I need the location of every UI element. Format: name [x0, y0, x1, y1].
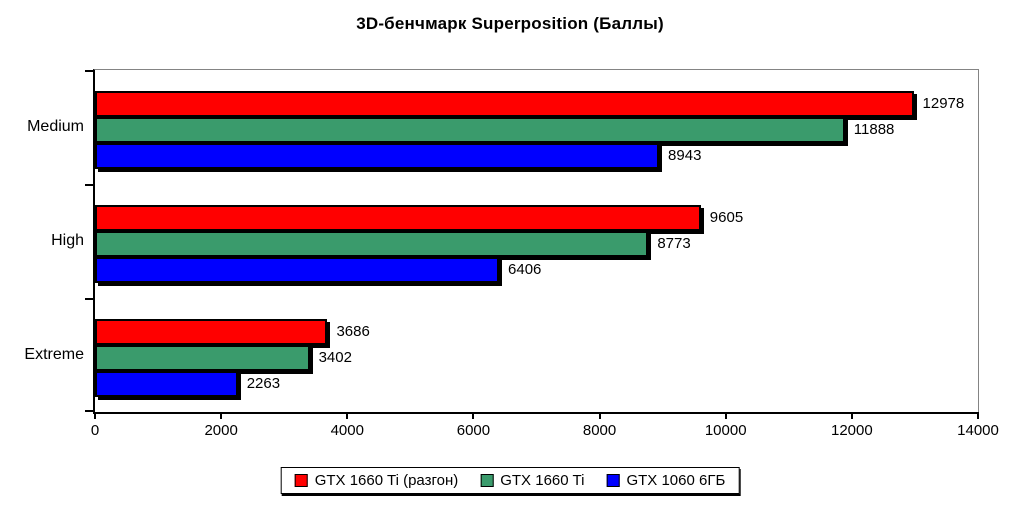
plot-area: Medium 12978 11888 8943 High 9605 8773 6406 Extr… — [24, 69, 999, 439]
data-bar — [95, 143, 660, 169]
value-label: 8773 — [657, 235, 691, 252]
data-bar — [95, 345, 310, 371]
category-label: Extreme — [24, 346, 84, 363]
x-axis-tick — [472, 412, 475, 419]
chart-title: 3D-бенчмарк Superposition (Баллы) — [356, 14, 664, 33]
x-axis-tick — [346, 412, 349, 419]
x-axis-tick — [850, 412, 853, 419]
x-axis-tick — [598, 412, 601, 419]
x-axis-label: 8000 — [582, 422, 617, 439]
value-label: 9605 — [709, 209, 744, 226]
y-axis-tick — [85, 70, 93, 72]
y-axis-tick — [85, 410, 93, 412]
data-bar — [95, 319, 328, 345]
x-axis-tick — [94, 412, 96, 419]
legend-color-swatch — [480, 474, 494, 487]
x-axis-label: 14000 — [957, 422, 999, 439]
legend-series-label: GTX 1660 Ti — [500, 472, 585, 489]
x-axis-label: 4000 — [330, 422, 364, 439]
data-bar — [95, 205, 701, 231]
value-label: 8943 — [668, 147, 702, 164]
category-label: Medium — [27, 118, 84, 135]
value-label: 3686 — [336, 323, 370, 340]
data-bar — [95, 117, 845, 143]
value-label: 6406 — [508, 261, 542, 278]
legend-series-label: GTX 1660 Ti (разгон) — [314, 472, 459, 489]
data-bar — [95, 371, 238, 397]
legend-item: GTX 1660 Ti (разгон) — [294, 472, 459, 489]
data-bar — [95, 257, 500, 283]
legend-item: GTX 1060 6ГБ — [606, 472, 725, 489]
y-axis-tick — [85, 298, 93, 300]
value-label: 3402 — [318, 349, 352, 366]
x-axis-label: 10000 — [704, 422, 747, 439]
value-label: 11888 — [853, 121, 895, 138]
data-bar — [95, 91, 914, 117]
x-axis-label: 0 — [90, 422, 100, 439]
legend-series-label: GTX 1060 6ГБ — [626, 472, 726, 489]
legend-color-swatch — [294, 474, 308, 487]
x-axis-tick — [724, 412, 727, 419]
legend-item: GTX 1660 Ti — [480, 472, 584, 489]
x-axis-label: 6000 — [456, 422, 491, 439]
data-bar — [95, 231, 649, 257]
x-axis-label: 12000 — [830, 422, 873, 439]
value-label: 2263 — [246, 375, 281, 392]
legend-color-swatch — [606, 474, 620, 487]
x-axis-tick — [977, 412, 979, 419]
category-label: High — [51, 232, 84, 249]
x-axis-tick — [220, 412, 223, 419]
x-axis-label: 2000 — [204, 422, 238, 439]
legend: GTX 1660 Ti (разгон) GTX 1660 Ti GTX 1060 … — [280, 467, 740, 494]
value-label: 12978 — [922, 95, 965, 112]
y-axis-tick — [85, 184, 93, 186]
